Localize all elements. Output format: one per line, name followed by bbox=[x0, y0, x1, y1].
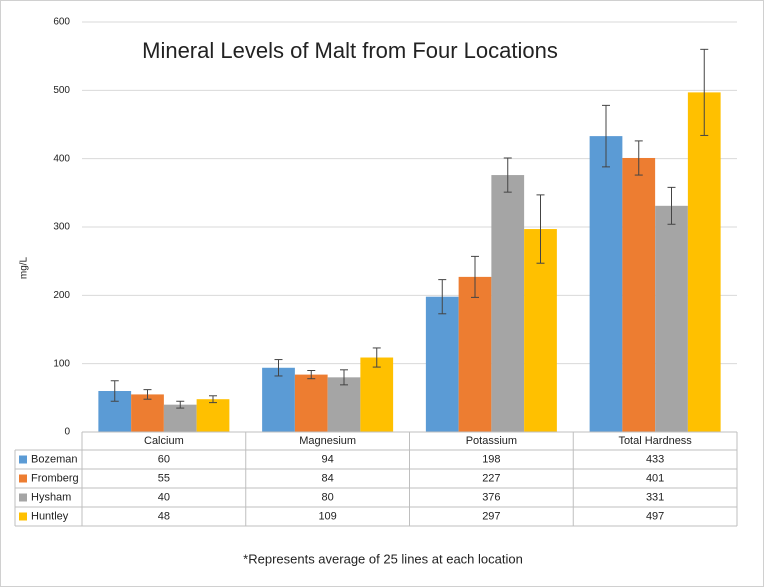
error-bar bbox=[209, 395, 217, 404]
footnote: *Represents average of 25 lines at each … bbox=[243, 551, 523, 566]
y-tick-label: 300 bbox=[53, 222, 70, 233]
chart-title: Mineral Levels of Malt from Four Locatio… bbox=[142, 38, 558, 63]
table-cell: 376 bbox=[482, 491, 500, 503]
bar bbox=[163, 404, 197, 432]
table-cell: 109 bbox=[318, 510, 336, 522]
table-cell: 198 bbox=[482, 453, 500, 465]
error-bar bbox=[274, 359, 283, 377]
table-cell: 60 bbox=[158, 453, 170, 465]
bar bbox=[622, 157, 656, 432]
error-bar bbox=[176, 400, 185, 409]
error-bar bbox=[372, 347, 381, 368]
table-cell: 297 bbox=[482, 510, 500, 522]
bar bbox=[687, 92, 721, 432]
legend-label: Fromberg bbox=[31, 472, 79, 484]
table-cell: 433 bbox=[646, 453, 664, 465]
error-bar bbox=[602, 104, 610, 168]
table-cell: 55 bbox=[158, 472, 170, 484]
error-bar bbox=[471, 255, 479, 298]
legend-swatch bbox=[19, 493, 27, 502]
error-bar bbox=[307, 370, 316, 380]
x-tick-label: Total Hardness bbox=[618, 435, 692, 447]
error-bar bbox=[667, 186, 676, 225]
error-bar bbox=[438, 279, 447, 315]
bar bbox=[327, 377, 361, 432]
table-cell: 401 bbox=[646, 472, 664, 484]
legend-swatch bbox=[19, 512, 27, 521]
x-tick-label: Magnesium bbox=[299, 435, 356, 447]
error-bar bbox=[503, 157, 512, 193]
legend-swatch bbox=[19, 455, 27, 464]
error-bar bbox=[110, 380, 119, 402]
bar bbox=[655, 205, 688, 432]
legend-label: Huntley bbox=[31, 510, 69, 522]
error-bar bbox=[143, 389, 152, 400]
y-tick-label: 600 bbox=[53, 17, 70, 28]
legend-swatch bbox=[19, 474, 27, 483]
table-cell: 94 bbox=[322, 453, 334, 465]
bar bbox=[491, 175, 525, 433]
bar bbox=[589, 136, 623, 432]
error-bar bbox=[536, 194, 545, 264]
table-cell: 331 bbox=[646, 491, 664, 503]
y-tick-label: 0 bbox=[64, 427, 70, 438]
error-bar bbox=[340, 369, 348, 386]
y-tick-label: 500 bbox=[53, 85, 70, 96]
y-tick-label: 400 bbox=[53, 153, 70, 164]
table-cell: 40 bbox=[158, 491, 170, 503]
bar bbox=[458, 276, 492, 432]
table-cell: 497 bbox=[646, 510, 664, 522]
bar bbox=[262, 367, 295, 432]
y-tick-label: 100 bbox=[53, 358, 70, 369]
bar bbox=[131, 394, 164, 432]
y-tick-label: 200 bbox=[53, 290, 70, 301]
error-bar bbox=[700, 48, 709, 136]
bar bbox=[425, 296, 459, 432]
legend-label: Bozeman bbox=[31, 453, 77, 465]
x-tick-label: Potassium bbox=[466, 435, 517, 447]
legend-label: Hysham bbox=[31, 491, 71, 503]
x-tick-label: Calcium bbox=[144, 435, 184, 447]
table-cell: 48 bbox=[158, 510, 170, 522]
y-axis-label: mg/L bbox=[19, 256, 30, 279]
bar bbox=[196, 399, 230, 432]
bar bbox=[294, 374, 328, 432]
table-cell: 227 bbox=[482, 472, 500, 484]
error-bar bbox=[634, 140, 643, 176]
bar bbox=[360, 357, 394, 432]
table-cell: 84 bbox=[322, 472, 334, 484]
table-cell: 80 bbox=[322, 491, 334, 503]
